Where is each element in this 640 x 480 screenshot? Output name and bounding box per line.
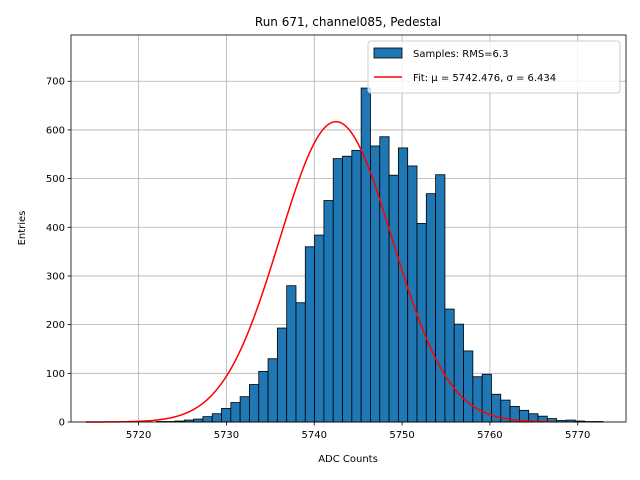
histogram-bar: [286, 285, 297, 423]
histogram-bar: [267, 358, 278, 423]
x-axis-label: ADC Counts: [318, 454, 378, 465]
histogram-bar: [211, 413, 222, 423]
histogram-bar: [304, 246, 316, 423]
y-tick-label: 700: [46, 77, 65, 88]
histogram-bar: [276, 327, 288, 423]
histogram-bar: [444, 308, 455, 423]
histogram-bar: [258, 370, 269, 423]
histogram-bar: [425, 193, 437, 423]
x-tick-label: 5750: [389, 430, 414, 441]
y-tick-label: 300: [46, 271, 65, 282]
histogram-bars: [155, 87, 604, 423]
histogram-bar: [323, 200, 334, 423]
y-tick-label: 100: [46, 369, 65, 380]
histogram-bar: [416, 222, 427, 423]
histogram-bar: [463, 350, 474, 423]
legend-label-samples: Samples: RMS=6.3: [413, 49, 508, 60]
x-axis: 5720 5730 5740 5750 5760 5770: [126, 422, 590, 441]
histogram-bar: [332, 158, 343, 423]
histogram-bar: [221, 407, 232, 423]
histogram-bar: [239, 396, 250, 423]
histogram-bar: [249, 384, 260, 423]
y-axis-label: Entries: [17, 211, 28, 246]
y-tick-label: 0: [59, 418, 65, 429]
y-tick-label: 400: [46, 223, 65, 234]
histogram-bar: [295, 302, 306, 423]
y-tick-label: 200: [46, 320, 65, 331]
histogram-bar: [342, 155, 353, 423]
histogram-bar: [360, 87, 371, 423]
legend-swatch-samples: [373, 47, 403, 59]
x-tick-label: 5760: [477, 430, 502, 441]
fit-curve: [85, 120, 552, 423]
x-tick-label: 5720: [126, 430, 151, 441]
x-tick-label: 5740: [302, 430, 327, 441]
x-tick-label: 5730: [214, 430, 239, 441]
legend-box: [367, 40, 621, 94]
histogram-bar: [351, 149, 362, 423]
legend-label-fit: Fit: μ = 5742.476, σ = 6.434: [413, 73, 556, 84]
histogram-bar: [453, 323, 464, 423]
chart-title: Run 671, channel085, Pedestal: [255, 15, 441, 29]
histogram-bar: [314, 234, 325, 423]
x-tick-label: 5770: [565, 430, 590, 441]
y-axis: 0 100 200 300 400 500 600 700: [46, 77, 71, 429]
histogram-bar: [435, 174, 446, 423]
y-tick-label: 600: [46, 125, 65, 136]
histogram-bar: [379, 136, 390, 423]
histogram-bar: [230, 402, 241, 423]
histogram-bar: [202, 416, 213, 423]
plot-frame: [70, 34, 627, 423]
histogram-bar: [193, 418, 204, 423]
y-tick-label: 500: [46, 174, 65, 185]
legend: Samples: RMS=6.3 Fit: μ = 5742.476, σ = …: [367, 40, 621, 94]
histogram-bar: [388, 174, 399, 423]
histogram-bar: [472, 376, 483, 423]
